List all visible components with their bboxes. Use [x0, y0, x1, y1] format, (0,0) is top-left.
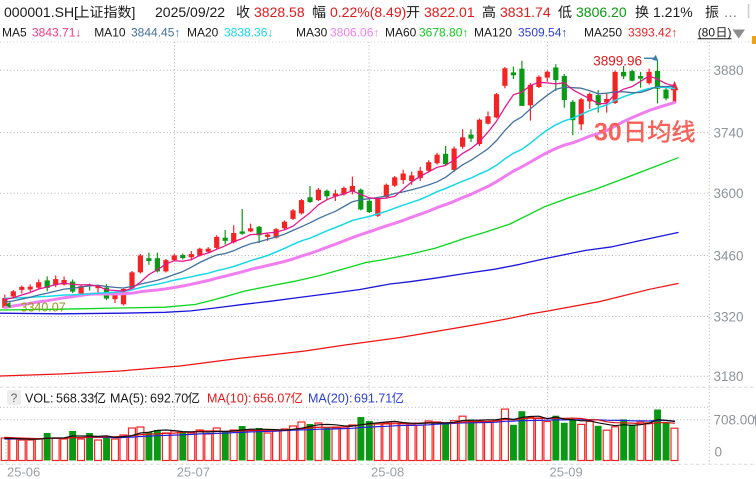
svg-text:]: ] — [132, 4, 136, 20]
svg-text:3600: 3600 — [714, 186, 744, 201]
svg-text:3678.80↑: 3678.80↑ — [419, 26, 468, 40]
svg-text:MA5: MA5 — [2, 26, 27, 40]
svg-text:MA(20):: MA(20): — [308, 392, 352, 406]
svg-text:000001.SH[: 000001.SH[ — [4, 4, 78, 20]
svg-text:?: ? — [11, 391, 18, 405]
svg-text:2025/09/22: 2025/09/22 — [155, 4, 225, 20]
svg-text:MA20: MA20 — [187, 26, 219, 40]
svg-text:3740: 3740 — [714, 125, 744, 140]
svg-text:3806.20: 3806.20 — [576, 4, 627, 20]
svg-text:(80: (80 — [698, 26, 716, 40]
svg-text:3899.96: 3899.96 — [593, 54, 642, 69]
svg-text:MA30: MA30 — [296, 26, 328, 40]
svg-text:25-09: 25-09 — [550, 465, 583, 479]
svg-text:656.07: 656.07 — [253, 392, 291, 406]
svg-text:25-07: 25-07 — [177, 465, 210, 479]
svg-text:691.71: 691.71 — [354, 392, 392, 406]
svg-text:3880: 3880 — [714, 63, 744, 78]
svg-text:3393.42↑: 3393.42↑ — [628, 26, 677, 40]
svg-text:708.00: 708.00 — [714, 413, 755, 428]
svg-text:3180: 3180 — [714, 369, 744, 384]
svg-text:MA120: MA120 — [474, 26, 512, 40]
svg-text:692.70: 692.70 — [150, 392, 188, 406]
svg-text:25-08: 25-08 — [371, 465, 404, 479]
svg-text:MA60: MA60 — [385, 26, 417, 40]
svg-text:3509.54↑: 3509.54↑ — [518, 26, 567, 40]
svg-text:MA(10):: MA(10): — [207, 392, 251, 406]
svg-text:MA(5):: MA(5): — [110, 392, 148, 406]
svg-text:…: … — [724, 4, 738, 20]
svg-text:0.22%(8.49): 0.22%(8.49) — [330, 4, 406, 20]
svg-text:3831.74: 3831.74 — [500, 4, 551, 20]
svg-text:VOL:: VOL: — [25, 392, 54, 406]
svg-text:568.33: 568.33 — [56, 392, 94, 406]
svg-text:3844.45↑: 3844.45↑ — [131, 26, 180, 40]
svg-text:3320: 3320 — [714, 309, 744, 324]
svg-text:MA10: MA10 — [94, 26, 126, 40]
svg-text:MA250: MA250 — [584, 26, 622, 40]
svg-text:): ) — [728, 26, 732, 40]
svg-text:3838.36↓: 3838.36↓ — [224, 26, 273, 40]
svg-text:0: 0 — [715, 445, 723, 460]
svg-text:3340.07: 3340.07 — [21, 301, 66, 315]
svg-text:30: 30 — [594, 119, 622, 147]
svg-text:3806.06↑: 3806.06↑ — [330, 26, 379, 40]
svg-text:3843.71↓: 3843.71↓ — [32, 26, 81, 40]
svg-text:1.21%: 1.21% — [653, 4, 693, 20]
svg-text:25-06: 25-06 — [7, 465, 40, 479]
svg-text:3822.01: 3822.01 — [424, 4, 475, 20]
svg-text:3460: 3460 — [714, 248, 744, 263]
svg-text:3828.58: 3828.58 — [254, 4, 305, 20]
